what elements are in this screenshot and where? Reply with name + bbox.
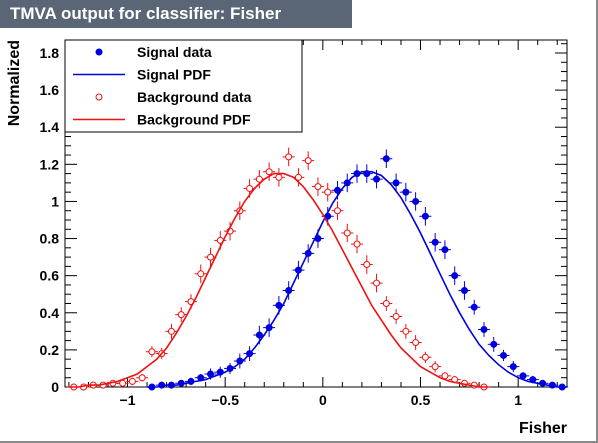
y-tick-label: 1.4 bbox=[40, 119, 60, 135]
data-point bbox=[412, 197, 420, 205]
series-background-pdf bbox=[68, 172, 489, 388]
data-point bbox=[265, 168, 273, 176]
data-point bbox=[421, 353, 429, 361]
data-point bbox=[500, 351, 508, 359]
pdf-line bbox=[147, 170, 567, 388]
data-point bbox=[451, 272, 459, 280]
data-point bbox=[197, 270, 205, 278]
pdf-line bbox=[68, 172, 489, 388]
data-point bbox=[275, 173, 283, 181]
data-point bbox=[392, 312, 400, 320]
data-point bbox=[382, 155, 390, 163]
y-tick-label: 0.8 bbox=[40, 231, 60, 247]
x-axis-title: Fisher bbox=[519, 420, 567, 437]
y-tick-label: 1 bbox=[51, 193, 59, 209]
data-point bbox=[373, 279, 381, 287]
series-background-data bbox=[67, 147, 490, 391]
y-tick-label: 0.4 bbox=[40, 305, 60, 321]
legend-point-swatch bbox=[95, 48, 103, 56]
data-point bbox=[382, 299, 390, 307]
data-point bbox=[343, 229, 351, 237]
data-point bbox=[470, 303, 478, 311]
data-point bbox=[177, 311, 185, 319]
data-point bbox=[148, 348, 156, 356]
data-point bbox=[304, 157, 312, 165]
y-tick-label: 1.2 bbox=[40, 156, 60, 172]
data-point bbox=[167, 327, 175, 335]
data-point bbox=[324, 188, 332, 196]
data-point bbox=[441, 246, 449, 254]
legend: Signal data Signal PDF Background data Back… bbox=[64, 39, 303, 133]
y-tick-label: 0 bbox=[51, 379, 59, 395]
data-point bbox=[431, 238, 439, 246]
data-point bbox=[294, 173, 302, 181]
data-point bbox=[480, 325, 488, 333]
data-point bbox=[490, 340, 498, 348]
data-point bbox=[421, 212, 429, 220]
y-tick-label: 0.2 bbox=[40, 342, 60, 358]
data-point bbox=[207, 253, 215, 261]
x-tick-label: −0.5 bbox=[211, 392, 239, 408]
y-tick-label: 1.6 bbox=[40, 82, 60, 98]
x-tick-label: −1 bbox=[120, 392, 136, 408]
data-point bbox=[255, 331, 263, 339]
data-point bbox=[128, 377, 136, 385]
legend-box bbox=[64, 39, 303, 133]
data-point bbox=[353, 240, 361, 248]
legend-entry: Signal data bbox=[137, 44, 212, 60]
chart-title: TMVA output for classifier: Fisher bbox=[0, 0, 352, 28]
data-point bbox=[314, 183, 322, 191]
data-point bbox=[431, 363, 439, 371]
y-tick-label: 0.6 bbox=[40, 268, 60, 284]
data-point bbox=[255, 175, 263, 183]
series-signal-pdf bbox=[147, 170, 567, 388]
legend-point-swatch bbox=[95, 93, 103, 101]
data-point bbox=[138, 374, 146, 382]
data-point bbox=[460, 287, 468, 295]
data-point bbox=[392, 179, 400, 187]
x-tick-label: 0 bbox=[319, 392, 327, 408]
data-point bbox=[363, 261, 371, 269]
legend-entry: Signal PDF bbox=[137, 67, 211, 83]
y-tick-label: 1.8 bbox=[40, 45, 60, 61]
data-point bbox=[333, 207, 341, 215]
plot-frame bbox=[64, 39, 568, 388]
x-tick-label: 1 bbox=[514, 392, 522, 408]
legend-entry: Background data bbox=[137, 89, 252, 105]
legend-entry: Background PDF bbox=[137, 112, 251, 128]
data-point bbox=[285, 153, 293, 161]
data-point bbox=[246, 184, 254, 192]
data-point bbox=[373, 175, 381, 183]
data-point bbox=[412, 338, 420, 346]
data-point bbox=[509, 363, 517, 371]
x-tick-label: 0.5 bbox=[411, 392, 431, 408]
data-point bbox=[402, 327, 410, 335]
data-point bbox=[402, 188, 410, 196]
y-axis-title: Normalized bbox=[6, 40, 23, 126]
